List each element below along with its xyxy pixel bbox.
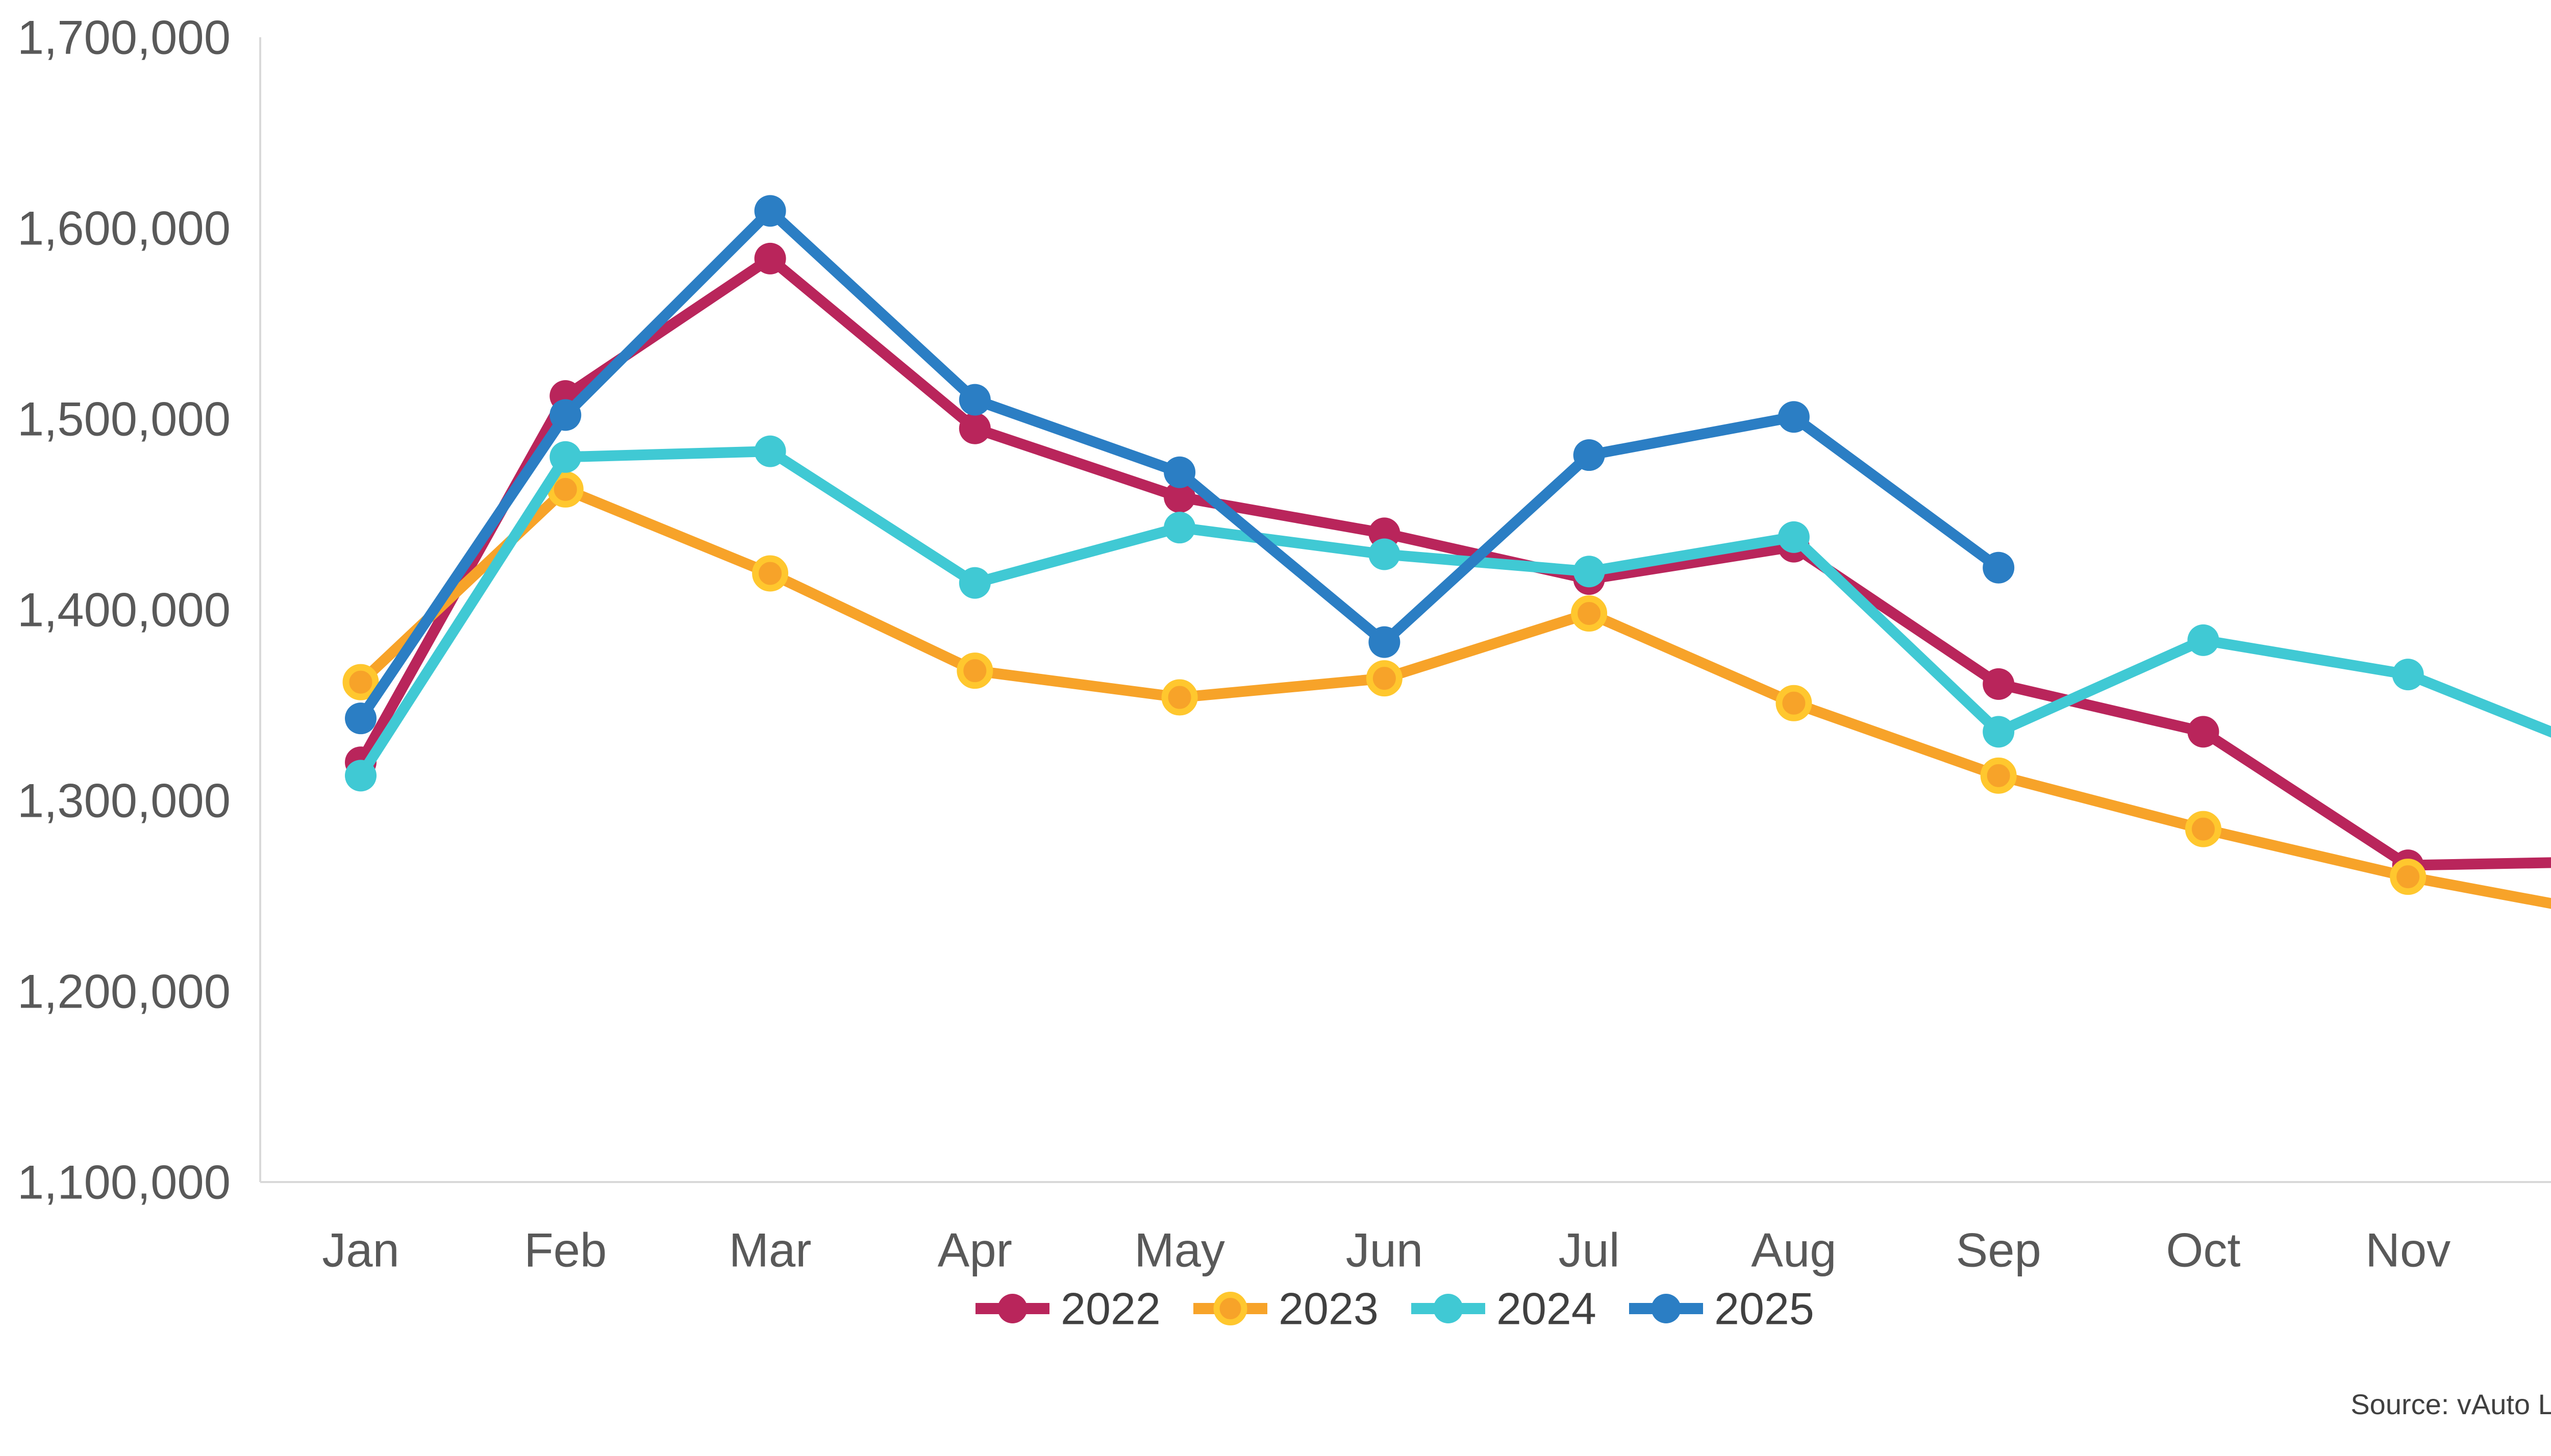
series-line-2024 [355, 446, 2551, 781]
y-tick-label: 1,600,000 [17, 202, 231, 255]
data-point-2024-Jun [1368, 538, 1400, 570]
x-tick-label: Sep [1956, 1223, 2041, 1277]
data-point-2024-May [1164, 512, 1196, 544]
data-point-2025-Feb [549, 399, 582, 431]
x-tick-label: Feb [524, 1223, 607, 1277]
y-tick-label: 1,100,000 [17, 1156, 231, 1209]
data-point-2023-Aug [1775, 685, 1812, 721]
source-text: Source: vAuto Live Market View [2350, 1388, 2551, 1420]
data-point-2024-Nov [2392, 659, 2424, 691]
data-point-2023-Nov [2390, 859, 2427, 895]
data-point-2022-Oct [2187, 716, 2219, 748]
legend-marker-dot-2024 [1433, 1294, 1463, 1323]
data-point-2025-Jul [1573, 439, 1605, 471]
x-tick-label: Jan [322, 1223, 399, 1277]
y-tick-label: 1,400,000 [17, 583, 231, 637]
data-point-2025-Aug [1778, 401, 1810, 433]
data-point-2022-Apr [959, 412, 991, 444]
series-line-2023 [355, 484, 2551, 909]
series-line-2022 [355, 253, 2551, 871]
data-point-2025-Jun [1368, 626, 1400, 658]
legend-marker-dot-2025 [1651, 1294, 1681, 1323]
data-point-2022-Sep [1983, 668, 2015, 700]
data-point-2025-Mar [754, 195, 786, 227]
data-point-2024-Oct [2187, 624, 2219, 656]
x-tick-label: Jun [1346, 1223, 1423, 1277]
data-point-2023-Oct [2185, 811, 2221, 847]
x-tick-label: Mar [729, 1223, 812, 1277]
data-point-2023-Jul [1571, 595, 1608, 632]
data-point-2023-Jun [1366, 660, 1403, 697]
legend-label-2024: 2024 [1496, 1284, 1596, 1334]
data-point-2022-Mar [754, 242, 786, 274]
y-tick-label: 1,500,000 [17, 392, 231, 446]
data-point-2023-May [1161, 679, 1198, 716]
data-point-2024-Mar [754, 435, 786, 467]
data-point-2023-Jan [342, 664, 379, 700]
x-tick-label: Jul [1559, 1223, 1620, 1277]
legend-label-2022: 2022 [1061, 1284, 1161, 1334]
data-point-2024-Feb [549, 441, 582, 473]
y-tick-label: 1,700,000 [17, 11, 231, 64]
data-point-2023-Mar [752, 555, 789, 592]
data-point-2025-Apr [959, 384, 991, 416]
data-point-2025-May [1164, 456, 1196, 488]
data-point-2022-May [1164, 481, 1196, 513]
data-point-2024-Jul [1573, 556, 1605, 588]
y-tick-label: 1,300,000 [17, 774, 231, 827]
legend-marker-dot-2022 [997, 1294, 1028, 1323]
legend-marker-dot-2023 [1213, 1292, 1247, 1325]
data-point-2023-Sep [1980, 757, 2017, 794]
x-tick-label: Nov [2365, 1223, 2450, 1277]
legend-label-2025: 2025 [1714, 1284, 1814, 1334]
x-tick-label: May [1134, 1223, 1225, 1277]
data-point-2024-Jan [345, 760, 377, 792]
data-point-2023-Apr [957, 652, 993, 689]
y-tick-label: 1,200,000 [17, 965, 231, 1018]
x-tick-label: Apr [938, 1223, 1012, 1277]
data-point-2025-Jan [345, 702, 377, 735]
data-point-2024-Sep [1983, 716, 2015, 748]
data-point-2025-Sep [1983, 551, 2015, 584]
x-tick-label: Oct [2166, 1223, 2240, 1277]
x-tick-label: Aug [1751, 1223, 1836, 1277]
legend-label-2023: 2023 [1279, 1284, 1379, 1334]
data-point-2024-Apr [959, 567, 991, 599]
data-point-2024-Aug [1778, 521, 1810, 553]
